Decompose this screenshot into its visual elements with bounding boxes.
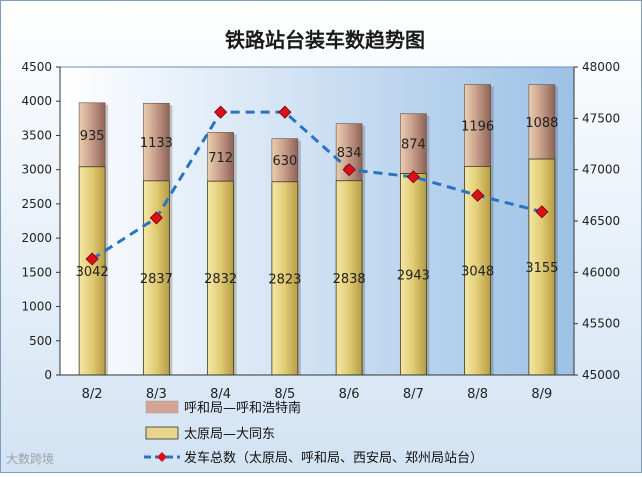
y-right-tick-label: 47000: [582, 163, 620, 177]
data-label-datong: 3048: [461, 265, 494, 280]
y-right-tick-label: 47500: [582, 111, 620, 125]
bar-hohhot: [528, 84, 556, 160]
x-tick-label: 8/6: [339, 387, 360, 402]
data-label-datong: 2837: [140, 272, 173, 287]
bar-hohhot: [78, 102, 106, 168]
x-tick-label: 8/3: [146, 387, 167, 402]
bar-hohhot: [464, 84, 491, 167]
y-right-tick-label: 48000: [582, 60, 620, 74]
data-label-datong: 2832: [204, 272, 237, 287]
bar-hohhot: [271, 138, 299, 183]
bar-datong: [142, 180, 170, 376]
y-left-tick-label: 3500: [21, 128, 52, 142]
line-point: [342, 163, 356, 177]
y-left-tick-label: 2500: [21, 197, 52, 211]
legend-label-hohhot: 呼和局—呼和浩特南: [184, 400, 301, 416]
bar-hohhot: [400, 113, 427, 174]
bars-layer: 935 3042 1133 2837 712 2832 630 2823 834 2838 874 2…: [76, 84, 558, 376]
y-left-tick-label: 1000: [21, 300, 52, 314]
y-left-tick-label: 4500: [21, 60, 52, 74]
data-label-hohhot: 1133: [140, 136, 173, 151]
x-tick-label: 8/4: [210, 387, 231, 402]
x-tick-label: 8/5: [274, 387, 295, 402]
line-layer: [85, 105, 549, 266]
data-label-datong: 3155: [525, 261, 558, 276]
bar-datong: [335, 180, 363, 376]
y-right-tick-label: 46000: [582, 265, 620, 279]
y-right-tick-label: 46500: [582, 214, 620, 228]
bar-hohhot: [143, 102, 170, 182]
plot-area: [59, 66, 575, 376]
data-label-hohhot: 630: [272, 154, 297, 169]
data-label-hohhot: 1088: [525, 116, 558, 131]
x-tick-label: 8/7: [403, 387, 424, 402]
legend-label-total: 发车总数（太原局、呼和局、西安局、郑州局站台）: [184, 450, 483, 466]
line-point: [278, 105, 292, 119]
axes-layer: 0 500 1000 1500 2000 2500 3000 3500 4000 4500 4500…: [21, 60, 620, 402]
data-label-datong: 2943: [397, 268, 430, 283]
y-right-tick-label: 45000: [582, 368, 620, 382]
chart-title: 铁路站台装车数趋势图: [225, 28, 425, 52]
legend-label-datong: 太原局—大同东: [184, 427, 275, 442]
x-tick-label: 8/9: [531, 387, 552, 402]
line-point: [214, 105, 228, 119]
line-total-departures: [91, 110, 543, 261]
data-label-hohhot: 935: [80, 129, 105, 144]
legend-marker-total: [157, 452, 167, 462]
bar-datong: [528, 158, 556, 376]
bar-datong: [78, 166, 106, 376]
line-point: [535, 205, 549, 219]
legend-swatch-hohhot: [145, 400, 179, 414]
data-label-hohhot: 834: [337, 146, 362, 161]
bar-datong: [271, 181, 299, 376]
data-label-datong: 2838: [333, 272, 366, 287]
legend-swatch-datong: [145, 426, 179, 440]
bar-hohhot: [207, 132, 234, 182]
data-label-hohhot: 1196: [461, 119, 494, 134]
line-point: [149, 211, 163, 225]
bar-datong: [399, 173, 427, 376]
x-tick-label: 8/8: [467, 387, 488, 402]
line-point: [406, 170, 420, 184]
line-point: [471, 188, 485, 202]
y-left-tick-label: 500: [29, 334, 52, 348]
data-label-datong: 2823: [268, 272, 301, 287]
watermark: 大数跨境: [6, 452, 55, 466]
y-right-tick-label: 45500: [582, 317, 620, 331]
y-left-tick-label: 3000: [21, 163, 52, 177]
data-label-hohhot: 712: [208, 151, 233, 166]
y-left-tick-label: 4000: [21, 94, 52, 108]
y-left-tick-label: 1500: [21, 265, 52, 279]
line-point: [85, 252, 99, 266]
data-label-hohhot: 874: [401, 138, 426, 153]
data-label-datong: 3042: [76, 265, 109, 280]
y-left-tick-label: 0: [44, 368, 52, 382]
y-left-tick-label: 2000: [21, 231, 52, 245]
x-tick-label: 8/2: [82, 387, 103, 402]
